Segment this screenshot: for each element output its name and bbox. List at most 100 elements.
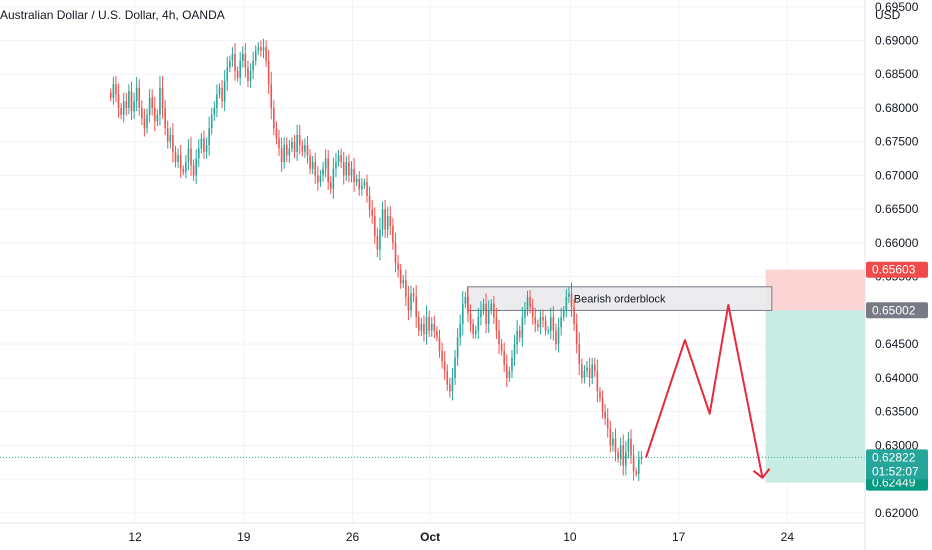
candle <box>190 136 192 176</box>
candle-body <box>565 296 568 311</box>
candle-body <box>549 317 552 331</box>
candle <box>555 323 557 351</box>
candle-body <box>392 226 394 243</box>
candle <box>236 66 239 82</box>
candle <box>205 137 208 159</box>
candle-body <box>298 134 301 146</box>
candle-body <box>560 317 562 328</box>
candle <box>239 52 241 86</box>
candle-body <box>185 161 187 173</box>
candle <box>366 174 368 203</box>
candle-body <box>373 215 376 237</box>
candle-body <box>612 438 614 446</box>
candle-body <box>487 310 490 324</box>
orderblock-box[interactable]: Bearish orderblock <box>466 286 773 311</box>
candle <box>125 92 128 116</box>
y-tick-label: 0.62000 <box>875 506 919 520</box>
x-tick-label: 19 <box>237 530 251 544</box>
candle-body <box>153 107 156 122</box>
candle-body <box>625 452 627 466</box>
candle-body <box>221 87 223 102</box>
candle-body <box>609 428 612 446</box>
candle <box>508 366 511 382</box>
candle <box>270 71 273 120</box>
candle <box>296 124 298 161</box>
candle-body <box>405 280 407 297</box>
candle <box>179 145 182 178</box>
candle-body <box>306 145 309 156</box>
candle <box>456 328 459 367</box>
candle <box>278 129 280 157</box>
candle <box>433 315 436 339</box>
candle-body <box>562 310 565 318</box>
time-axis[interactable]: 12 19 26 Oct 10 17 24 <box>128 530 794 544</box>
candle <box>231 47 234 67</box>
candle-body <box>190 148 192 166</box>
candle-body <box>125 101 128 108</box>
candle <box>112 76 115 105</box>
candle-body <box>420 323 423 331</box>
candle <box>280 137 283 172</box>
candle-body <box>169 134 172 142</box>
candle-body <box>407 296 410 311</box>
candle-body <box>617 452 619 459</box>
candle <box>381 201 384 237</box>
candle-body <box>534 317 537 324</box>
bar-countdown-text: 01:52:07 <box>872 464 919 478</box>
candle-body <box>164 107 166 129</box>
candle-body <box>459 323 461 338</box>
candle-body <box>417 317 420 331</box>
candle-body <box>151 97 153 108</box>
candle-body <box>451 377 454 392</box>
candle <box>146 108 148 134</box>
price-axis[interactable]: 0.69500 0.69000 0.68500 0.68000 0.67500 0.670… <box>875 0 919 520</box>
candle-body <box>192 165 195 176</box>
candle-body <box>332 168 335 189</box>
candle-body <box>604 411 606 419</box>
candle-body <box>262 47 265 51</box>
candle <box>314 152 317 184</box>
candle-body <box>260 47 262 51</box>
candle <box>252 51 254 80</box>
candles <box>109 38 643 481</box>
candle-body <box>239 60 241 78</box>
candle-body <box>410 293 412 311</box>
candle-body <box>187 148 190 162</box>
candle <box>159 75 161 126</box>
candle <box>257 42 260 56</box>
candle <box>505 354 508 388</box>
candle-body <box>324 158 327 169</box>
candle <box>482 298 485 316</box>
candle-body <box>229 60 231 68</box>
candle <box>229 55 231 73</box>
entry-price-badge-bg <box>866 302 928 319</box>
candle <box>454 349 456 385</box>
candle-body <box>498 330 500 345</box>
candle <box>436 326 438 342</box>
candle <box>192 159 195 181</box>
candle <box>241 46 244 68</box>
candle <box>557 317 560 353</box>
candle <box>115 75 117 103</box>
candle-body <box>480 310 482 318</box>
candle-body <box>570 293 573 308</box>
candle <box>459 314 461 346</box>
candle <box>208 116 210 156</box>
candle <box>568 286 570 304</box>
candle <box>544 315 547 336</box>
candle-body <box>503 350 505 365</box>
candle <box>223 69 226 112</box>
candle-body <box>267 60 270 85</box>
candle <box>575 313 578 354</box>
candle-body <box>293 141 296 152</box>
candle <box>549 307 552 340</box>
y-tick-label: 0.64500 <box>875 337 919 351</box>
candle <box>120 102 122 120</box>
candle-body <box>428 317 430 331</box>
candle-body <box>456 337 459 358</box>
candle <box>317 166 319 191</box>
y-tick-label: 0.64000 <box>875 371 919 385</box>
candle <box>368 186 371 218</box>
